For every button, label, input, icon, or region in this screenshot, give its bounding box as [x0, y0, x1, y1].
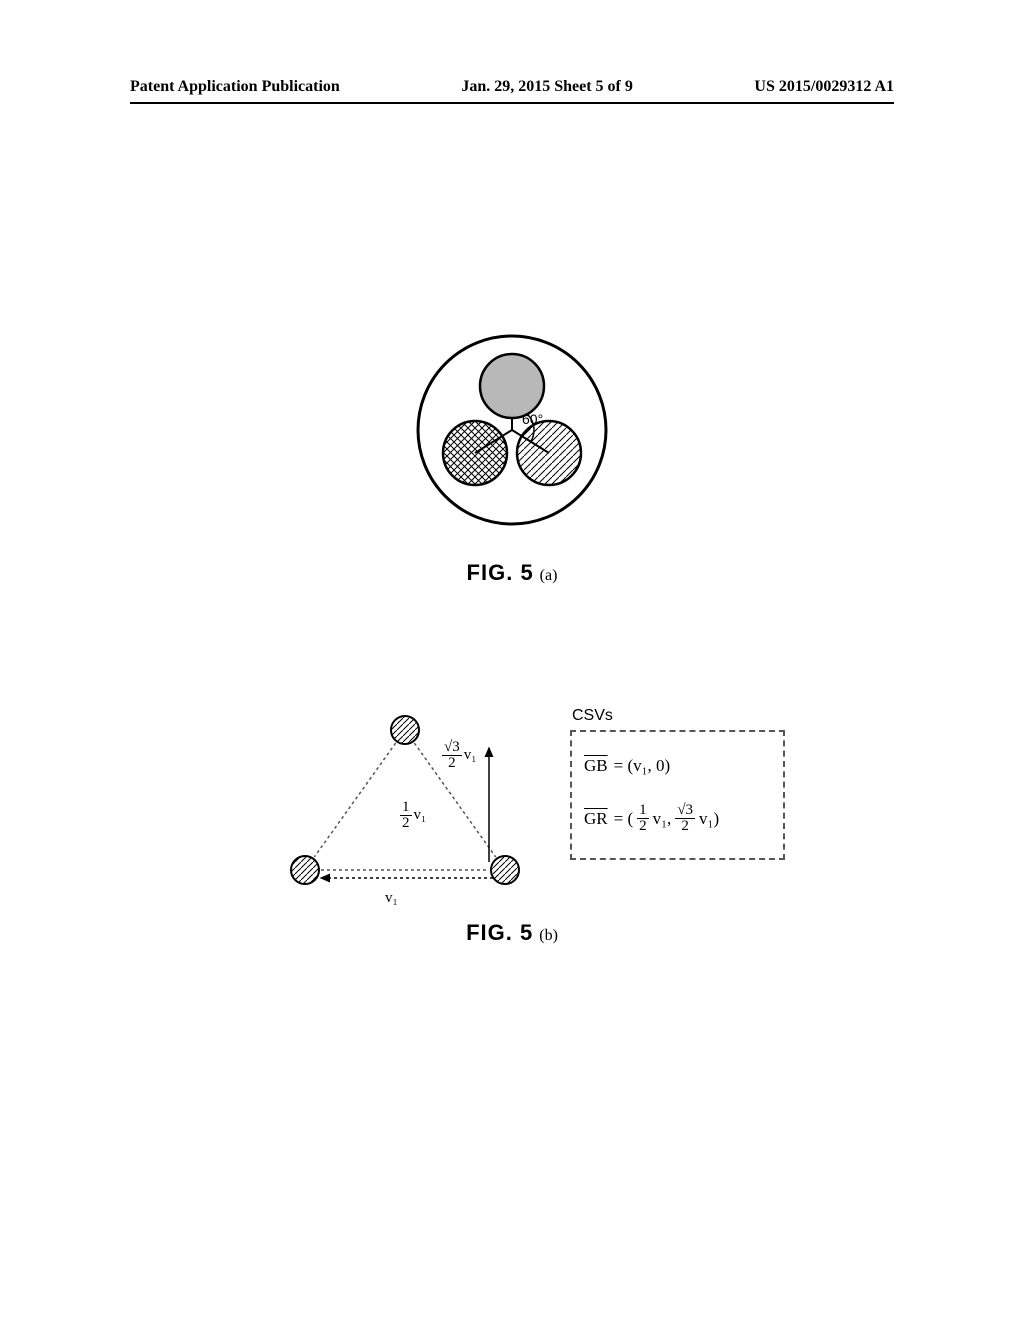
figure-5b-caption-sub: (b)	[539, 927, 558, 945]
figure-5a-caption-sub: (a)	[540, 567, 558, 585]
root3-suffix: v₁	[464, 747, 477, 764]
header-right: US 2015/0029312 A1	[754, 78, 894, 96]
gb-overline: GB	[584, 756, 610, 776]
root3half-v1-label: √32 v₁	[442, 740, 476, 771]
eq-gr: GR = ( 12 v₁, √32 v₁)	[584, 803, 771, 834]
header-rule	[130, 102, 894, 104]
gr-mid2: v₁)	[699, 809, 719, 829]
figure-5a-caption-main: FIG. 5	[467, 560, 534, 586]
gr-overline: GR	[584, 809, 610, 829]
gr-frac2: √32	[675, 803, 695, 834]
page-header: Patent Application Publication Jan. 29, …	[0, 78, 1024, 96]
gr-frac2-num: √3	[675, 803, 695, 819]
figure-5b-caption: FIG. 5 (b)	[466, 920, 558, 946]
figure-5b-caption-main: FIG. 5	[466, 920, 533, 946]
gr-frac1-num: 1	[637, 803, 649, 819]
figure-5a-caption: FIG. 5 (a)	[467, 560, 558, 586]
figure-5a: 60°	[412, 330, 612, 535]
root3-num: √3	[442, 740, 462, 756]
header-left: Patent Application Publication	[130, 78, 340, 96]
gr-mid1: v₁,	[653, 809, 672, 829]
gr-frac2-den: 2	[679, 819, 691, 834]
eq-gb: GB = (v₁, 0)	[584, 756, 771, 776]
half-v1-suffix: v₁	[414, 807, 427, 824]
gr-frac1-den: 2	[637, 819, 649, 834]
csvs-box: GB = (v₁, 0) GR = ( 12 v₁, √32 v₁)	[570, 730, 785, 860]
half-v1-label: 12 v₁	[400, 800, 426, 831]
gb-rhs: = (v₁, 0)	[614, 756, 671, 776]
half-v1-num: 1	[400, 800, 412, 816]
gr-open: = (	[614, 809, 634, 829]
v1-label: v₁	[385, 890, 398, 907]
figure-5a-svg: 60°	[412, 330, 612, 530]
csvs-title: CSVs	[572, 707, 613, 725]
root3-den: 2	[446, 756, 458, 771]
half-v1-den: 2	[400, 816, 412, 831]
gr-frac1: 12	[637, 803, 649, 834]
header-center: Jan. 29, 2015 Sheet 5 of 9	[461, 78, 633, 96]
